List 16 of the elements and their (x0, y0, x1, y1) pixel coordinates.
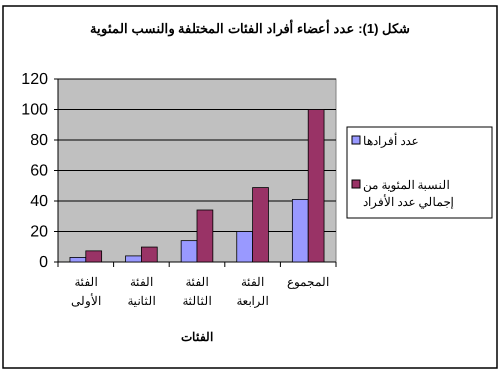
legend-label: النسبة المئوية من إجمالي عدد الأفراد (363, 178, 454, 210)
y-tick-label: 20 (30, 224, 48, 241)
chart-title: شكل (1): عدد أعضاء أفراد الفئات المختلفة والنسب المئوية (90, 20, 410, 37)
y-tick-label: 60 (30, 162, 48, 180)
x-tick-label: الفئة الأولى (70, 275, 101, 308)
y-tick-label: 80 (30, 132, 48, 150)
y-tick-label: 40 (30, 193, 48, 210)
x-tick-label: الفئة الثالثة (182, 275, 212, 308)
legend-label: عدد أفرادها (363, 133, 418, 148)
y-tick-label: 120 (21, 71, 48, 88)
y-tick-label: 0 (39, 254, 48, 272)
y-tick-label: 100 (21, 102, 48, 119)
x-axis-title: الفئات (181, 330, 213, 344)
x-tick-label: الفئة الثانية (127, 275, 156, 308)
x-tick-label: المجموع (287, 275, 330, 289)
x-tick-label: الفئة الرابعة (236, 275, 269, 308)
